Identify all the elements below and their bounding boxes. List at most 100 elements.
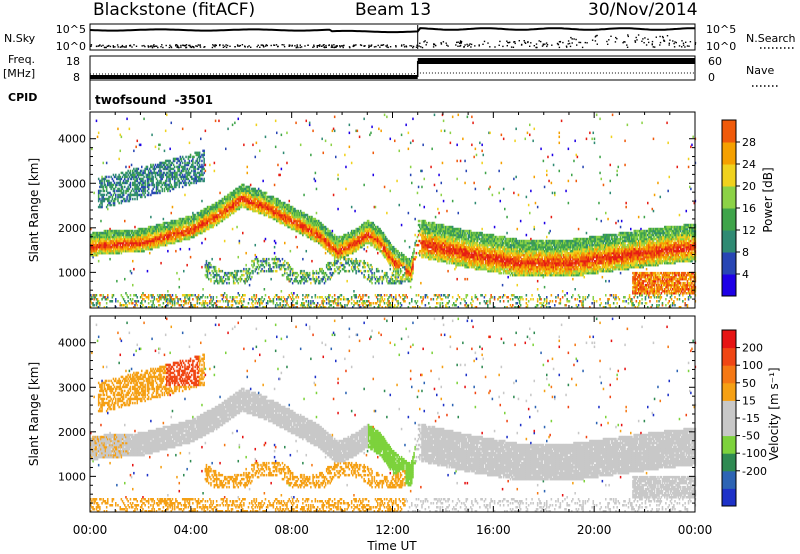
power-cell <box>228 193 230 197</box>
power-cell <box>269 263 271 267</box>
power-cell <box>155 306 158 309</box>
power-cell <box>223 213 226 217</box>
power-cell <box>285 221 287 225</box>
power-cell <box>159 298 161 301</box>
power-cell <box>160 179 162 183</box>
power-cell <box>111 245 114 249</box>
power-cell <box>178 183 181 187</box>
power-cell <box>150 300 152 303</box>
power-cell <box>110 235 112 239</box>
power-cell <box>163 235 166 239</box>
power-cell <box>280 298 283 301</box>
power-cell <box>96 237 99 241</box>
power-cell <box>163 187 166 191</box>
power-cell <box>201 241 203 245</box>
search-noise-point <box>169 44 171 46</box>
power-cell <box>119 241 122 245</box>
power-cell <box>235 207 237 211</box>
power-cell <box>151 247 153 251</box>
power-cell <box>173 225 176 229</box>
search-noise-point <box>149 45 151 48</box>
power-cell <box>119 149 122 153</box>
power-cell <box>225 273 227 277</box>
power-cell <box>282 261 285 265</box>
power-cell <box>154 191 157 195</box>
power-cell <box>152 235 154 239</box>
power-cell <box>289 209 292 213</box>
power-cell <box>161 243 164 247</box>
search-noise-point <box>478 44 480 46</box>
search-noise-point <box>507 41 509 44</box>
power-cell <box>125 306 127 309</box>
power-cell <box>181 173 184 177</box>
power-cell <box>127 239 129 243</box>
power-cell <box>112 203 115 207</box>
power-cell <box>162 173 165 177</box>
power-cell <box>231 300 234 303</box>
power-cell <box>268 203 270 207</box>
power-cell <box>95 231 98 235</box>
power-cell <box>160 177 162 181</box>
power-cell <box>280 221 283 225</box>
power-cell <box>138 171 141 175</box>
power-cell <box>176 239 178 243</box>
power-cell <box>204 237 207 241</box>
power-cell <box>225 300 227 303</box>
power-cell <box>214 221 217 225</box>
power-cell <box>227 275 229 279</box>
power-cell <box>245 189 247 193</box>
power-cell <box>134 173 136 177</box>
power-cell <box>164 243 167 247</box>
search-noise-point <box>363 45 365 47</box>
search-noise-point <box>248 45 250 47</box>
power-cell <box>145 247 148 251</box>
power-cell <box>175 249 177 253</box>
power-cell <box>256 189 259 193</box>
power-cell <box>217 273 219 277</box>
power-cell <box>211 205 213 209</box>
power-cell <box>227 277 229 281</box>
power-cell <box>160 163 162 167</box>
search-noise-point <box>635 36 637 39</box>
power-cell <box>284 203 286 207</box>
power-cell <box>183 233 185 237</box>
power-cell <box>218 219 220 223</box>
power-cell <box>168 179 170 183</box>
power-cell <box>142 181 144 185</box>
power-cell <box>246 191 249 195</box>
power-cell <box>212 304 215 307</box>
power-cell <box>122 237 125 241</box>
power-cell <box>333 129 336 133</box>
power-cell <box>147 227 150 231</box>
power-cell <box>96 251 99 255</box>
power-cell <box>212 219 215 223</box>
power-cell <box>103 249 106 253</box>
power-cell <box>269 265 271 269</box>
power-cell <box>205 265 208 269</box>
power-cell <box>120 135 123 139</box>
search-noise-point <box>368 44 370 47</box>
power-cell <box>120 187 123 191</box>
power-cell <box>191 219 193 223</box>
power-cell <box>242 201 244 205</box>
power-cell <box>237 191 240 195</box>
power-cell <box>153 167 156 171</box>
power-cell <box>154 233 157 237</box>
power-cell <box>181 169 184 173</box>
power-cell <box>132 169 134 173</box>
power-cell <box>280 219 283 223</box>
power-cell <box>237 195 240 199</box>
power-cell <box>108 175 110 179</box>
power-cell <box>200 225 202 229</box>
power-cell <box>132 243 134 247</box>
power-cell <box>156 294 159 297</box>
power-cell <box>170 167 173 171</box>
power-cell <box>206 271 209 275</box>
power-cell <box>113 233 116 237</box>
power-cell <box>205 209 208 213</box>
power-cell <box>203 227 205 231</box>
power-cell <box>282 219 285 223</box>
power-cell <box>288 205 291 209</box>
power-cell <box>91 249 93 253</box>
search-noise-point <box>189 44 191 47</box>
